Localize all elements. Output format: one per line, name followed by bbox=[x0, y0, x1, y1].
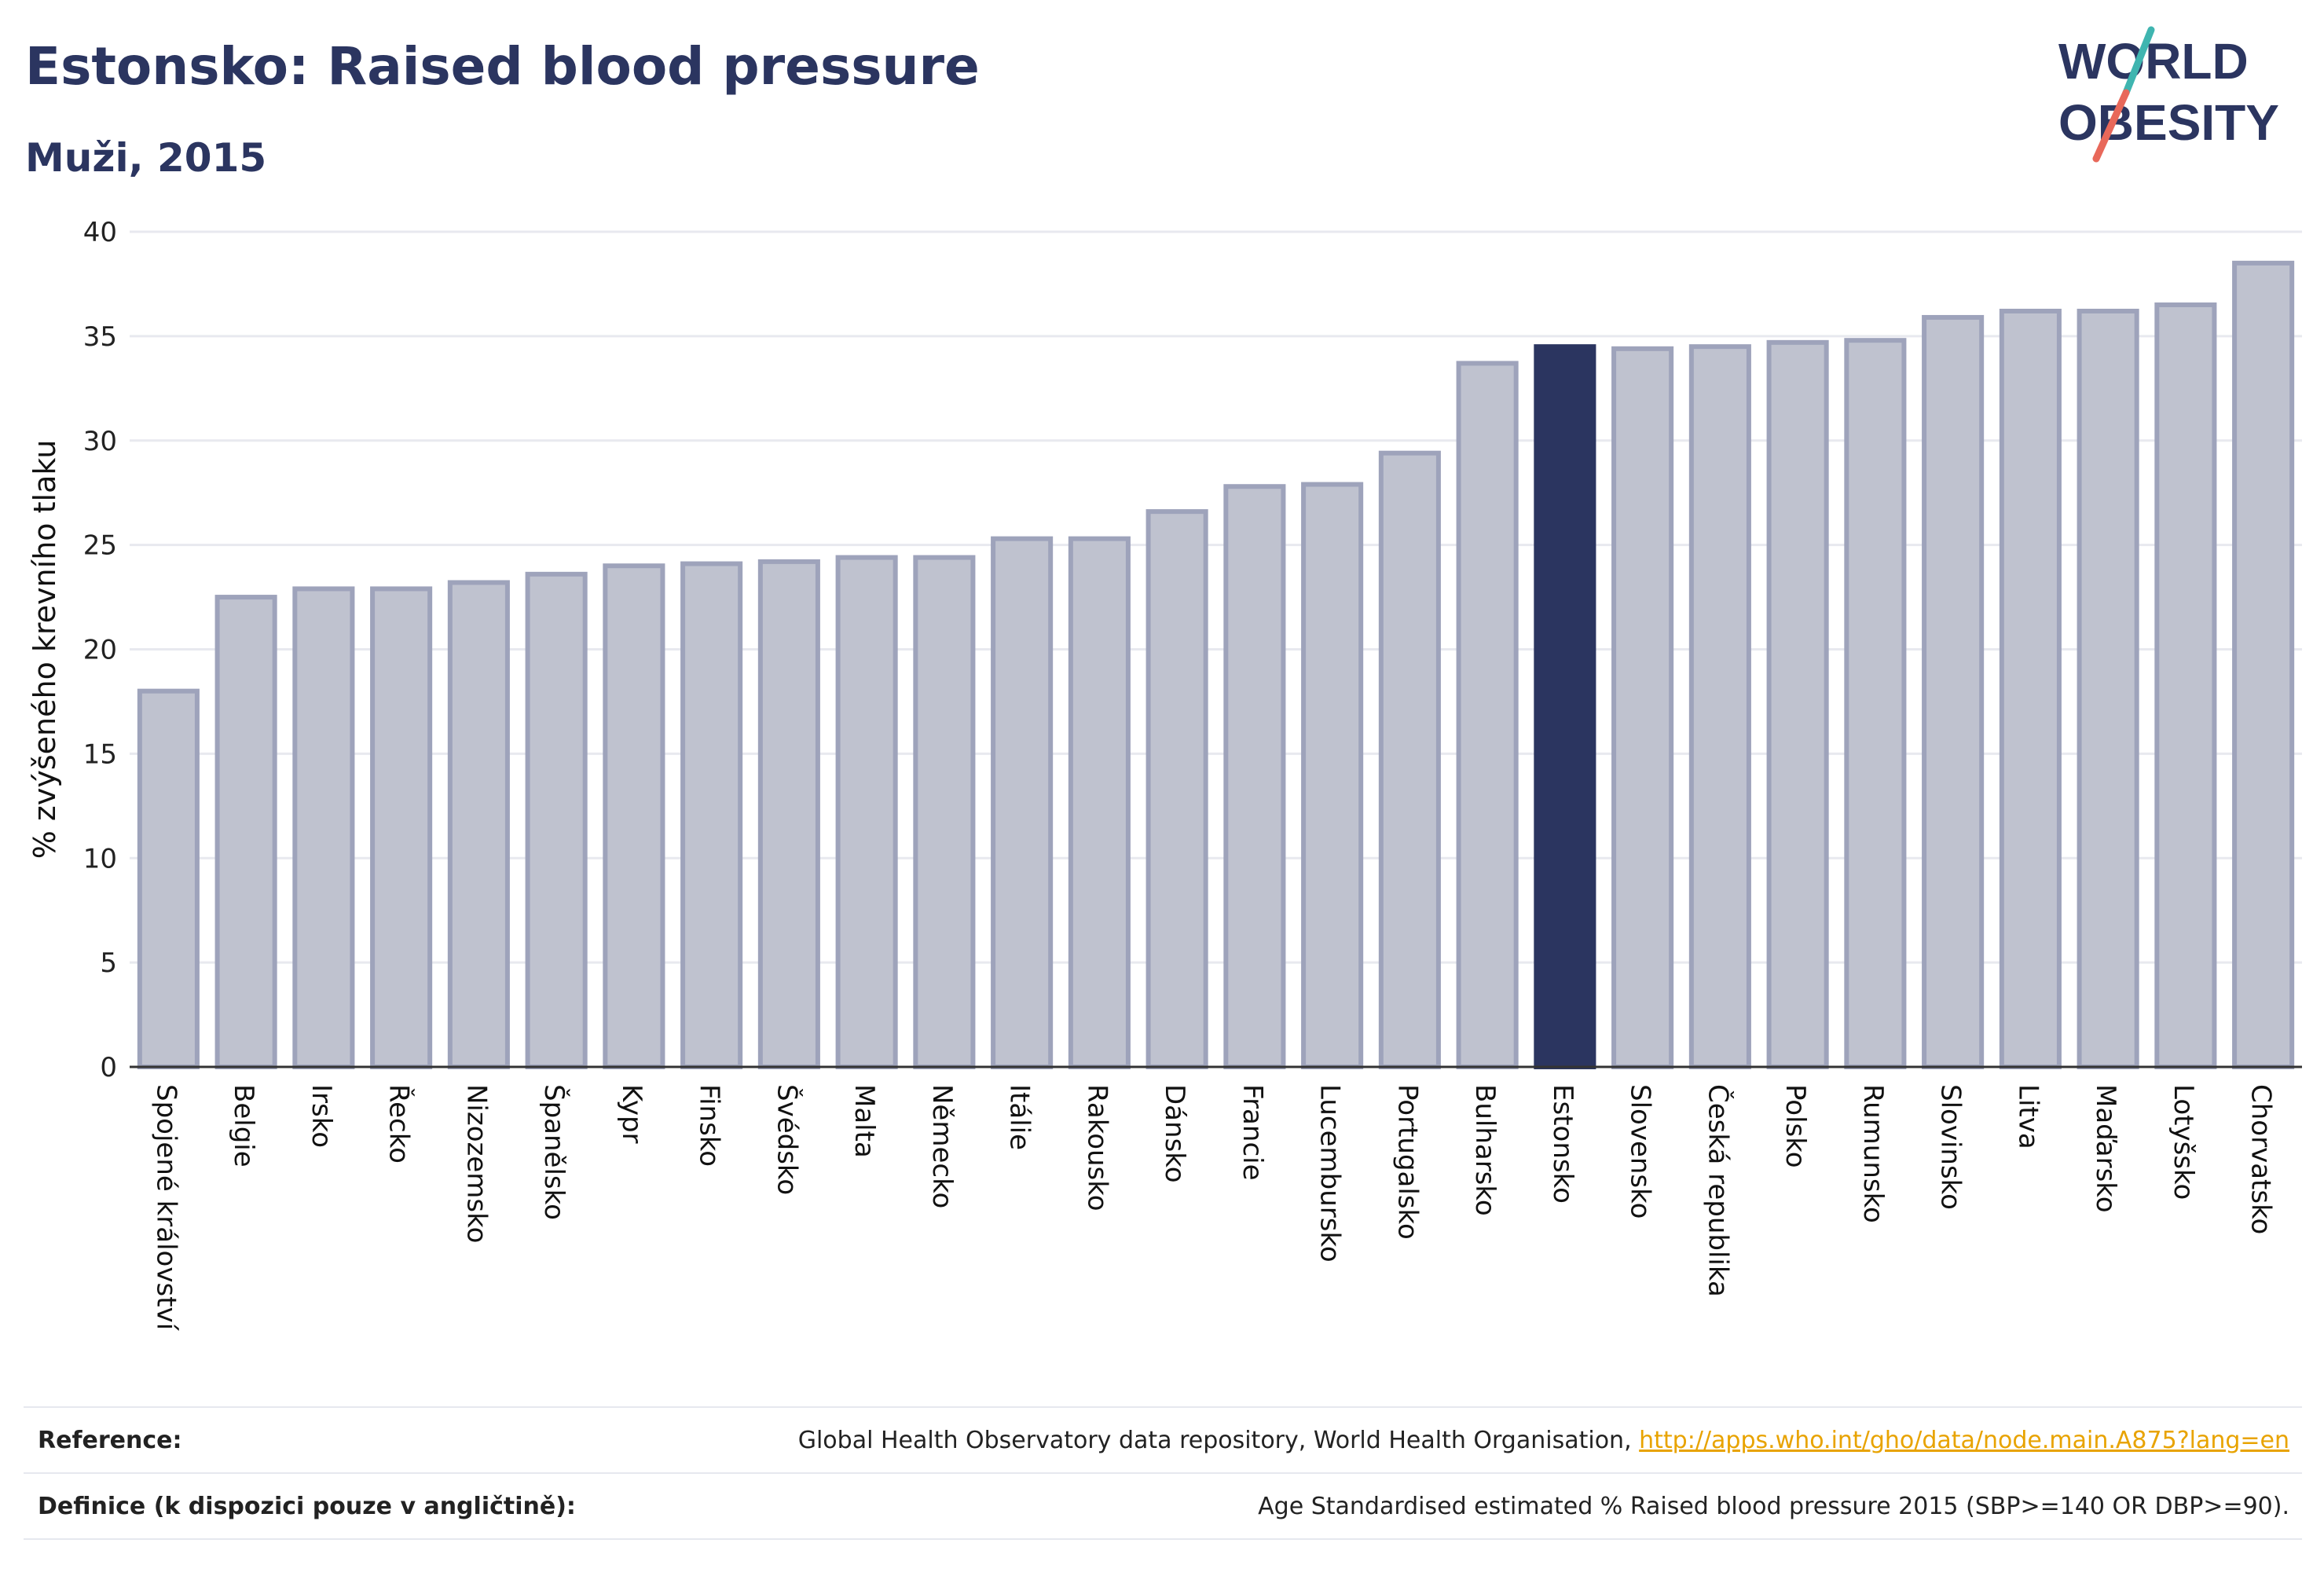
x-tick-label: Slovensko bbox=[1625, 1084, 1656, 1219]
x-tick-label: Itálie bbox=[1004, 1084, 1036, 1150]
bar bbox=[1301, 482, 1364, 1069]
bar bbox=[2154, 302, 2217, 1069]
x-tick-label: Slovinsko bbox=[1935, 1084, 1967, 1210]
bar bbox=[1844, 338, 1907, 1069]
bar bbox=[2077, 308, 2139, 1069]
logo-line1: WORLD bbox=[2058, 33, 2249, 90]
reference-value: Global Health Observatory data repositor… bbox=[798, 1427, 2302, 1454]
reference-label: Reference: bbox=[38, 1426, 182, 1454]
y-tick-label: 10 bbox=[83, 843, 117, 874]
definition-label: Definice (k dispozici pouze v angličtině… bbox=[38, 1492, 576, 1520]
bar bbox=[1223, 484, 1286, 1069]
bar bbox=[1146, 509, 1208, 1069]
x-tick-label: Spojené království bbox=[150, 1084, 181, 1332]
bar bbox=[1611, 346, 1674, 1069]
x-tick-label: Litva bbox=[2012, 1084, 2044, 1149]
chart-title: Estonsko: Raised blood pressure bbox=[25, 36, 980, 97]
x-tick-label: Bulharsko bbox=[1469, 1084, 1501, 1216]
reference-table: Reference: Global Health Observatory dat… bbox=[24, 1406, 2302, 1540]
logo-slash-bottom bbox=[2092, 89, 2130, 163]
reference-text: Global Health Observatory data repositor… bbox=[797, 1426, 1640, 1454]
x-tick-label: Dánsko bbox=[1159, 1084, 1190, 1183]
x-tick-label: Francie bbox=[1237, 1084, 1268, 1181]
bar bbox=[1456, 361, 1519, 1069]
x-tick-label: Německo bbox=[926, 1084, 958, 1208]
chart-subtitle: Muži, 2015 bbox=[25, 135, 267, 181]
bar bbox=[603, 563, 665, 1069]
bar bbox=[835, 555, 898, 1069]
bar bbox=[447, 580, 510, 1069]
reference-row: Reference: Global Health Observatory dat… bbox=[24, 1406, 2302, 1472]
bar bbox=[1688, 344, 1751, 1070]
x-tick-label: Rakousko bbox=[1081, 1084, 1113, 1211]
x-tick-label: Lotyšsko bbox=[2168, 1084, 2199, 1200]
x-tick-label: Polsko bbox=[1780, 1084, 1811, 1168]
world-obesity-logo: WORLD OBESITY bbox=[2058, 26, 2279, 163]
logo-line2: OBESITY bbox=[2058, 94, 2279, 151]
bar bbox=[680, 561, 743, 1069]
bar-highlighted bbox=[1534, 344, 1596, 1070]
bar bbox=[214, 595, 277, 1069]
bar bbox=[370, 586, 433, 1069]
bar bbox=[913, 555, 976, 1069]
x-tick-label: Švédsko bbox=[771, 1084, 803, 1195]
y-tick-label: 30 bbox=[83, 426, 117, 457]
x-axis-labels: Spojené království Belgie Irsko Řecko Nizoze… bbox=[150, 1084, 2276, 1332]
x-tick-label: Finsko bbox=[694, 1084, 725, 1167]
bar bbox=[2232, 260, 2295, 1069]
bar bbox=[1068, 536, 1131, 1069]
bars bbox=[137, 260, 2295, 1070]
bar bbox=[1999, 308, 2062, 1069]
x-tick-label: Irsko bbox=[306, 1084, 337, 1148]
bar bbox=[292, 586, 355, 1069]
x-tick-label: Rumunsko bbox=[1857, 1084, 1889, 1223]
bar bbox=[525, 571, 588, 1069]
y-tick-label: 40 bbox=[83, 217, 117, 248]
x-tick-label: Malta bbox=[849, 1084, 880, 1158]
y-tick-label: 15 bbox=[83, 739, 117, 770]
bar bbox=[1378, 450, 1441, 1069]
bar bbox=[1766, 339, 1829, 1070]
y-tick-label: 35 bbox=[83, 321, 117, 353]
bar bbox=[1922, 314, 1985, 1069]
x-tick-label: Kypr bbox=[616, 1084, 647, 1144]
definition-text: Age Standardised estimated % Raised bloo… bbox=[1258, 1492, 2289, 1520]
x-tick-label: Chorvatsko bbox=[2245, 1084, 2277, 1234]
x-tick-label: Řecko bbox=[383, 1084, 416, 1164]
x-tick-label: Česká republika bbox=[1702, 1084, 1734, 1297]
reference-link[interactable]: http://apps.who.int/gho/data/node.main.A… bbox=[1639, 1426, 2289, 1454]
y-tick-label: 25 bbox=[83, 530, 117, 562]
x-tick-label: Portugalsko bbox=[1391, 1084, 1423, 1240]
y-axis-ticks: 0 5 10 15 20 25 30 35 40 bbox=[83, 217, 117, 1083]
x-tick-label: Belgie bbox=[228, 1084, 259, 1167]
x-tick-label: Španělsko bbox=[538, 1084, 570, 1220]
logo-slash-top bbox=[2122, 26, 2155, 97]
x-tick-label: Lucembursko bbox=[1314, 1084, 1346, 1263]
bar bbox=[757, 559, 820, 1069]
y-tick-label: 0 bbox=[100, 1052, 117, 1083]
bar-chart: 0 5 10 15 20 25 30 35 40 Spojené království Belgi… bbox=[27, 217, 2302, 1332]
x-tick-label: Nizozemsko bbox=[460, 1084, 492, 1243]
definition-row: Definice (k dispozici pouze v angličtině… bbox=[24, 1472, 2302, 1540]
bar bbox=[137, 688, 200, 1070]
y-tick-label: 20 bbox=[83, 635, 117, 666]
bar bbox=[991, 536, 1054, 1069]
x-tick-label: Maďarsko bbox=[2090, 1084, 2121, 1213]
y-axis-label: % zvýšeného krevního tlaku bbox=[27, 440, 62, 859]
y-tick-label: 5 bbox=[100, 947, 117, 979]
x-tick-label: Estonsko bbox=[1547, 1084, 1578, 1204]
